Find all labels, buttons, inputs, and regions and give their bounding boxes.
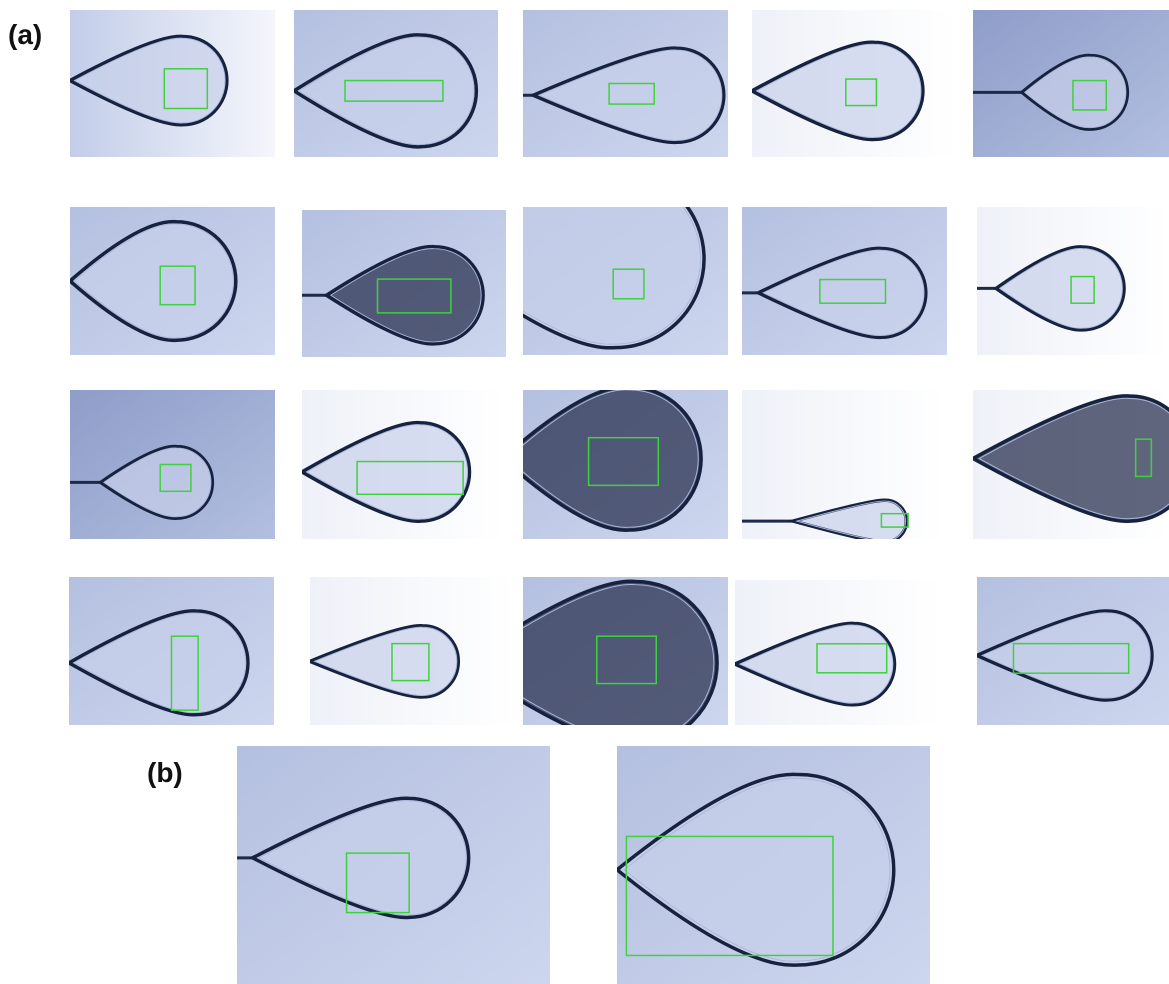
micrograph — [977, 577, 1169, 725]
micrograph — [302, 210, 506, 357]
micrograph — [742, 390, 947, 542]
micrograph — [973, 10, 1169, 157]
micrograph — [742, 207, 947, 355]
micrograph — [70, 10, 275, 157]
micrograph — [69, 577, 274, 725]
panel-label: (a) — [8, 19, 42, 50]
micrograph — [70, 390, 275, 539]
micrograph — [752, 10, 956, 157]
micrograph — [617, 746, 930, 984]
panel-label: (b) — [147, 757, 183, 788]
micrograph — [310, 577, 515, 725]
figure: (a) (b) — [0, 0, 1169, 984]
micrograph — [735, 580, 940, 725]
micrograph — [523, 10, 728, 157]
micrograph — [977, 207, 1169, 355]
micrograph — [237, 746, 550, 984]
micrograph — [503, 387, 729, 539]
micrograph — [973, 390, 1169, 539]
micrograph — [302, 390, 506, 539]
micrograph — [70, 207, 275, 355]
image-grid — [69, 10, 1169, 984]
micrograph — [294, 10, 498, 157]
